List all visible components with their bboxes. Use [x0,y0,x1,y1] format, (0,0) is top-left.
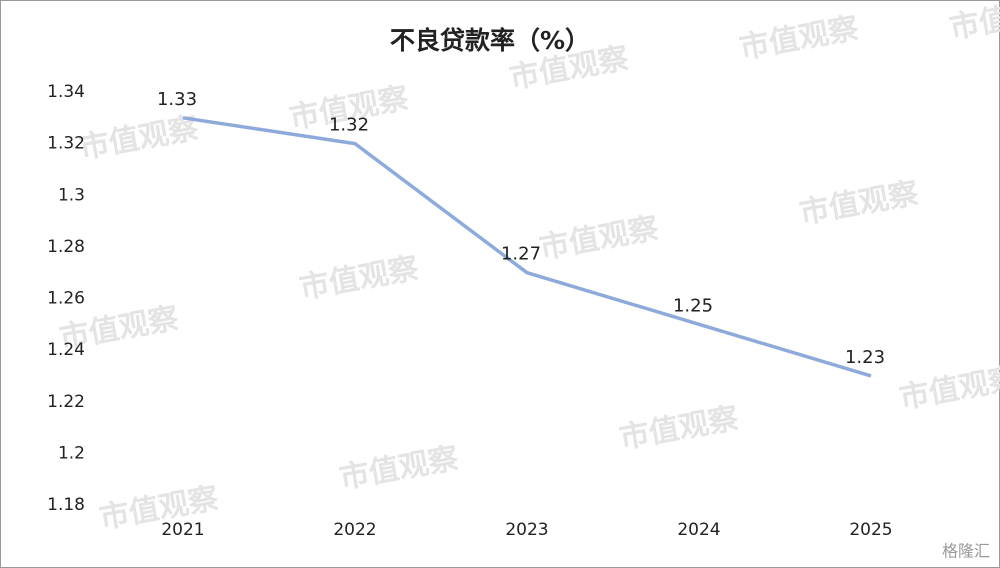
x-tick-label: 2022 [333,520,376,540]
corner-mark: 格隆汇 [942,542,990,561]
data-label: 1.27 [501,244,541,265]
line [182,116,872,378]
x-tick-label: 2025 [849,520,892,540]
y-tick-label: 1.2 [58,443,85,463]
data-label: 1.23 [845,347,885,368]
y-tick-label: 1.24 [47,340,85,360]
y-tick-label: 1.32 [47,134,85,154]
data-label: 1.32 [329,115,369,136]
y-tick-label: 1.22 [47,392,85,412]
x-tick-label: 2021 [161,520,204,540]
y-tick-label: 1.28 [47,237,85,257]
x-tick-label: 2023 [505,520,548,540]
data-label: 1.25 [673,295,713,316]
data-label: 1.33 [157,89,197,110]
y-tick-label: 1.34 [47,82,85,102]
chart-title: 不良贷款率（%） [390,26,590,55]
x-tick-label: 2024 [677,520,720,540]
y-tick-label: 1.26 [47,289,85,309]
y-tick-label: 1.3 [58,185,85,205]
y-tick-label: 1.18 [47,495,85,515]
